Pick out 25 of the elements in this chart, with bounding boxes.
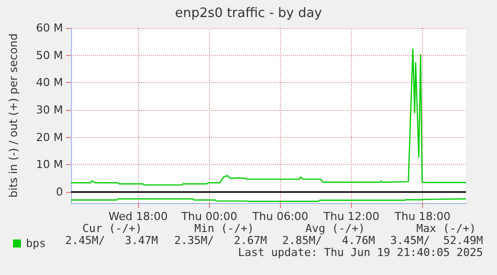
x-tick-label: Thu 12:00: [322, 210, 380, 223]
text: 3.45M/ 52.49M: [390, 234, 484, 247]
y-tick-label: 20 M: [36, 130, 63, 144]
text: Avg (-/+): [305, 222, 366, 235]
y-tick-label: 50 M: [36, 48, 63, 62]
y-tick-label: 60 M: [36, 22, 63, 34]
text: Max (-/+): [416, 222, 476, 235]
x-tick-label: Thu 06:00: [251, 210, 308, 223]
chart-title: enp2s0 traffic - by day: [174, 6, 322, 21]
legend-label: bps: [26, 237, 46, 250]
y-tick-label: 40 M: [36, 76, 63, 90]
y-axis-title: bits in (-) / out (+) per second: [7, 33, 20, 198]
line-series: [70, 48, 467, 186]
text: Min (-/+): [194, 222, 254, 235]
y-tick-label: 0: [56, 186, 63, 199]
y-tick-label: 30 M: [36, 104, 63, 117]
text: 2.85M/ 4.76M: [282, 234, 376, 247]
x-tick-label: Wed 18:00: [108, 210, 168, 223]
x-tick-label: Thu 18:00: [394, 210, 450, 223]
text: Last update: Thu Jun 19 21:40:05 2025: [238, 246, 484, 259]
y-tick-label: 10 M: [36, 158, 63, 172]
text: 2.35M/ 2.67M: [174, 234, 268, 247]
text: Cur (-/+): [82, 222, 142, 235]
text: 2.45M/ 3.47M: [65, 234, 158, 247]
x-tick-label: Thu 00:00: [180, 210, 238, 223]
